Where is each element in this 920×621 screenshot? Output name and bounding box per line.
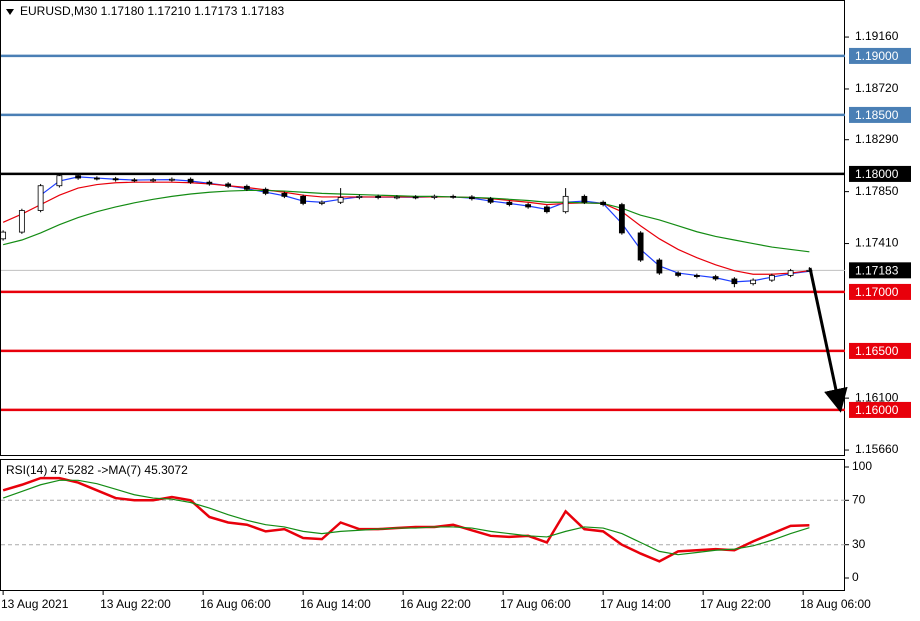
rsi-title: RSI(14) 47.5282 ->MA(7) 45.3072 <box>6 463 188 477</box>
x-tick-label: 16 Aug 06:00 <box>200 597 271 611</box>
candle-body <box>112 178 119 181</box>
plot <box>0 54 845 412</box>
candle-body <box>0 231 7 240</box>
current-price-bg <box>849 262 911 279</box>
series-line <box>2 479 810 556</box>
candle-body <box>731 278 738 285</box>
chart-title: EURUSD,M30 1.17180 1.17210 1.17173 1.171… <box>20 4 285 18</box>
candle-body <box>656 259 663 274</box>
candle-body <box>506 201 513 206</box>
y-tick-label: 1.16100 <box>855 390 899 404</box>
level-label-bg <box>849 342 911 359</box>
candle-body <box>356 195 363 198</box>
y-tick-label: 1.19160 <box>855 29 899 43</box>
candle-body <box>225 183 232 187</box>
candle-body <box>150 179 157 182</box>
candle-body <box>93 177 100 180</box>
plot <box>1 476 845 563</box>
candle-body <box>750 279 757 285</box>
y-tick-label: 1.18290 <box>855 132 899 146</box>
candle-body <box>600 201 607 206</box>
candle-body <box>56 175 63 187</box>
y-tick-label: 0 <box>852 570 859 584</box>
rsi-panel <box>0 459 845 591</box>
candle-body <box>693 275 700 277</box>
candle-body <box>168 178 175 181</box>
x-tick-label: 17 Aug 14:00 <box>600 597 671 611</box>
candle-body <box>487 198 494 203</box>
level-label-bg <box>849 283 911 300</box>
y-tick-label: 1.17410 <box>855 236 899 250</box>
candle-body <box>18 210 25 233</box>
x-tick-label: 18 Aug 06:00 <box>800 597 871 611</box>
candle-body <box>337 197 344 203</box>
level-label-bg <box>849 401 911 418</box>
y-tick-label: 1.18720 <box>855 81 899 95</box>
y-tick-label: 1.17850 <box>855 184 899 198</box>
current-price-label: 1.17183 <box>855 264 899 278</box>
level-label-bg <box>849 47 911 64</box>
y-tick-label: 100 <box>852 459 872 473</box>
x-tick-label: 16 Aug 22:00 <box>400 597 471 611</box>
dropdown-icon <box>6 9 14 15</box>
level-label: 1.19000 <box>855 49 899 63</box>
level-label: 1.16000 <box>855 403 899 417</box>
x-tick-label: 13 Aug 22:00 <box>100 597 171 611</box>
candle-body <box>450 195 457 198</box>
candle-body <box>637 232 644 261</box>
candle-body <box>206 181 213 185</box>
x-tick-label: 17 Aug 06:00 <box>500 597 571 611</box>
y-tick-label: 30 <box>852 537 866 551</box>
candle-body <box>281 192 288 197</box>
series-line <box>2 181 810 275</box>
candle-body <box>562 195 569 213</box>
candle-body <box>787 270 794 276</box>
x-tick-label: 16 Aug 14:00 <box>300 597 371 611</box>
y-tick-label: 70 <box>852 492 866 506</box>
candle-body <box>243 185 250 190</box>
price-panel <box>0 0 845 456</box>
candle-body <box>187 178 194 183</box>
candle-body <box>262 188 269 194</box>
candle-body <box>431 195 438 198</box>
candle-body <box>618 204 625 234</box>
candle-body <box>300 195 307 204</box>
candle-body <box>581 195 588 203</box>
level-label-bg <box>849 106 911 123</box>
candle-body <box>768 275 775 281</box>
forecast-arrow <box>808 267 848 413</box>
x-tick-label: 17 Aug 22:00 <box>700 597 771 611</box>
series-line <box>2 189 810 253</box>
candle-body <box>543 206 550 213</box>
candle-body <box>37 185 44 211</box>
level-label: 1.17000 <box>855 285 899 299</box>
level-label: 1.18500 <box>855 108 899 122</box>
candle-body <box>318 201 325 204</box>
candle-body <box>393 196 400 199</box>
candle-body <box>412 196 419 199</box>
level-label: 1.16500 <box>855 344 899 358</box>
candle-body <box>525 204 532 208</box>
x-tick-label: 13 Aug 2021 <box>1 597 69 611</box>
candle-body <box>675 272 682 276</box>
candle-body <box>468 196 475 200</box>
candle-body <box>712 276 719 280</box>
y-tick-label: 1.15660 <box>855 442 899 456</box>
level-label: 1.18000 <box>855 167 899 181</box>
level-label-bg <box>849 165 911 182</box>
candle-body <box>375 195 382 198</box>
candle-body <box>75 175 82 179</box>
candle-body <box>131 179 138 182</box>
